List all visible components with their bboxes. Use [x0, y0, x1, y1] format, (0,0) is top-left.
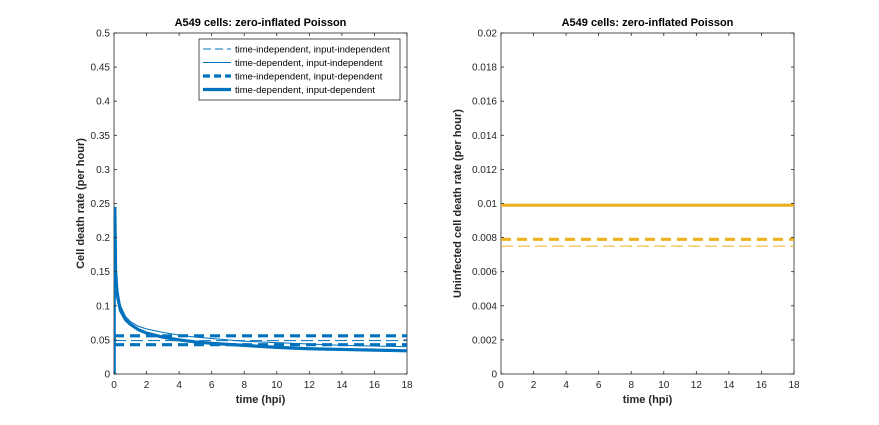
x-tick-label: 18 [401, 380, 413, 391]
x-tick-label: 16 [756, 380, 768, 391]
x-tick-label: 0 [111, 380, 117, 391]
y-tick-label: 0 [491, 370, 497, 381]
legend: time-independent, input-independent time-… [198, 38, 401, 101]
x-axis-label: time (hpi) [623, 394, 673, 406]
x-axis-label: time (hpi) [236, 394, 286, 406]
chart-2: 0 2 4 6 8 10 12 14 16 18 0 0.002 0.004 0.006 0.008 0.01… [452, 17, 800, 406]
y-tick-label: 0.35 [91, 131, 111, 142]
series-group [501, 203, 794, 247]
y-tick-label: 0.014 [472, 131, 497, 142]
legend-label-2: time-dependent, input-independent [235, 58, 383, 69]
legend-label-4: time-dependent, input-dependent [235, 85, 375, 96]
x-tick-label: 6 [596, 380, 602, 391]
y-tick-label: 0.25 [91, 199, 111, 210]
series-group [114, 206, 407, 374]
x-tick-label: 8 [628, 380, 634, 391]
x-tick-label: 0 [498, 380, 504, 391]
y-tick-label: 0.002 [472, 335, 497, 346]
x-tick-label: 8 [241, 380, 247, 391]
legend-label-1: time-independent, input-independent [235, 45, 390, 56]
y-tick-label: 0.4 [96, 97, 110, 108]
y-axis-label: Cell death rate (per hour) [75, 138, 87, 269]
x-tick-label: 18 [788, 380, 800, 391]
x-tick-label: 4 [563, 380, 569, 391]
y-tick-label: 0 [104, 370, 110, 381]
series-line-5 [114, 206, 407, 353]
y-tick-label: 0.004 [472, 301, 497, 312]
x-tick-label: 16 [369, 380, 381, 391]
chart-title: A549 cells: zero-inflated Poisson [562, 17, 734, 29]
x-tick-label: 6 [209, 380, 215, 391]
y-tick-label: 0.1 [96, 301, 110, 312]
y-tick-label: 0.05 [91, 335, 111, 346]
y-tick-label: 0.3 [96, 165, 110, 176]
y-tick-label: 0.2 [96, 233, 110, 244]
y-axis-label: Uninfected cell death rate (per hour) [452, 109, 464, 298]
y-tick-label: 0.012 [472, 165, 497, 176]
x-tick-label: 14 [336, 380, 348, 391]
y-tick-label: 0.02 [478, 29, 498, 40]
x-tick-label: 14 [723, 380, 735, 391]
y-tick-label: 0.5 [96, 29, 110, 40]
chart-title: A549 cells: zero-inflated Poisson [175, 17, 347, 29]
x-tick-label: 10 [658, 380, 670, 391]
plot-area [500, 32, 795, 375]
legend-label-3: time-independent, input-dependent [235, 72, 383, 83]
x-tick-label: 12 [691, 380, 703, 391]
legend-box [198, 38, 401, 101]
y-tick-label: 0.006 [472, 267, 497, 278]
y-tick-label: 0.018 [472, 63, 497, 74]
y-tick-label: 0.15 [91, 267, 111, 278]
x-tick-label: 10 [271, 380, 283, 391]
y-tick-label: 0.01 [478, 199, 498, 210]
x-tick-label: 2 [531, 380, 537, 391]
chart-1: 0 2 4 6 8 10 12 14 16 18 0 0.05 0.1 0.15 0.2 0.25 0.3 0.3… [75, 17, 413, 406]
x-tick-label: 12 [304, 380, 316, 391]
x-tick-label: 4 [176, 380, 182, 391]
y-tick-label: 0.016 [472, 97, 497, 108]
x-tick-label: 2 [144, 380, 150, 391]
y-tick-label: 0.008 [472, 233, 497, 244]
y-tick-label: 0.45 [91, 63, 111, 74]
